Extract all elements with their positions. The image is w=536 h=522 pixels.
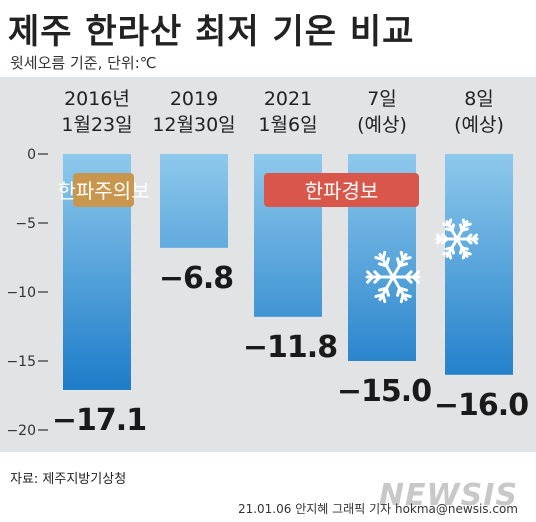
y-tick-label: 0 <box>27 147 36 163</box>
category-label: 2021 <box>264 88 312 110</box>
y-tick-label: −15 <box>6 354 36 370</box>
bar-chart: 2016년 1월23일 2019 12월30일 2021 1월6일 7일 (예상) 8일 (예상)… <box>6 88 529 439</box>
value-label: −17.1 <box>52 403 146 438</box>
bar <box>445 154 513 375</box>
category-label: 1월6일 <box>258 114 317 136</box>
snowflake-icon <box>435 218 479 260</box>
value-label: −11.8 <box>243 330 337 365</box>
newsis-watermark: NEWSIS <box>378 478 518 513</box>
graphic-credit: 21.01.06 안지혜 그래픽 기자 hokma@newsis.com <box>237 502 518 516</box>
category-label: 8일 <box>464 88 494 110</box>
value-label: −15.0 <box>337 374 431 409</box>
page-title: 제주 한라산 최저 기온 비교 <box>8 12 415 52</box>
category-label: 2016년 <box>64 88 130 110</box>
category-label: (예상) <box>357 114 407 136</box>
category-label: (예상) <box>454 114 504 136</box>
chart-subtitle: 윗세오름 기준, 단위:℃ <box>10 54 157 72</box>
source-note: 자료: 제주지방기상청 <box>10 472 127 487</box>
warning-badge-label: 한파주의보 <box>58 179 150 203</box>
snowflake-icon <box>365 250 421 304</box>
category-label: 7일 <box>367 88 397 110</box>
y-tick-label: −10 <box>6 285 36 301</box>
category-label: 2019 <box>170 88 218 110</box>
value-label: −16.0 <box>434 388 528 423</box>
warning-badge <box>73 173 134 207</box>
category-label: 12월30일 <box>152 114 235 136</box>
value-label: −6.8 <box>159 261 233 296</box>
y-tick-label: −5 <box>15 216 36 232</box>
bar <box>160 154 228 248</box>
warning-badge-label: 한파경보 <box>305 179 379 203</box>
y-tick-label: −20 <box>6 423 36 439</box>
warning-badge <box>264 173 419 207</box>
category-label: 1월23일 <box>61 114 132 136</box>
